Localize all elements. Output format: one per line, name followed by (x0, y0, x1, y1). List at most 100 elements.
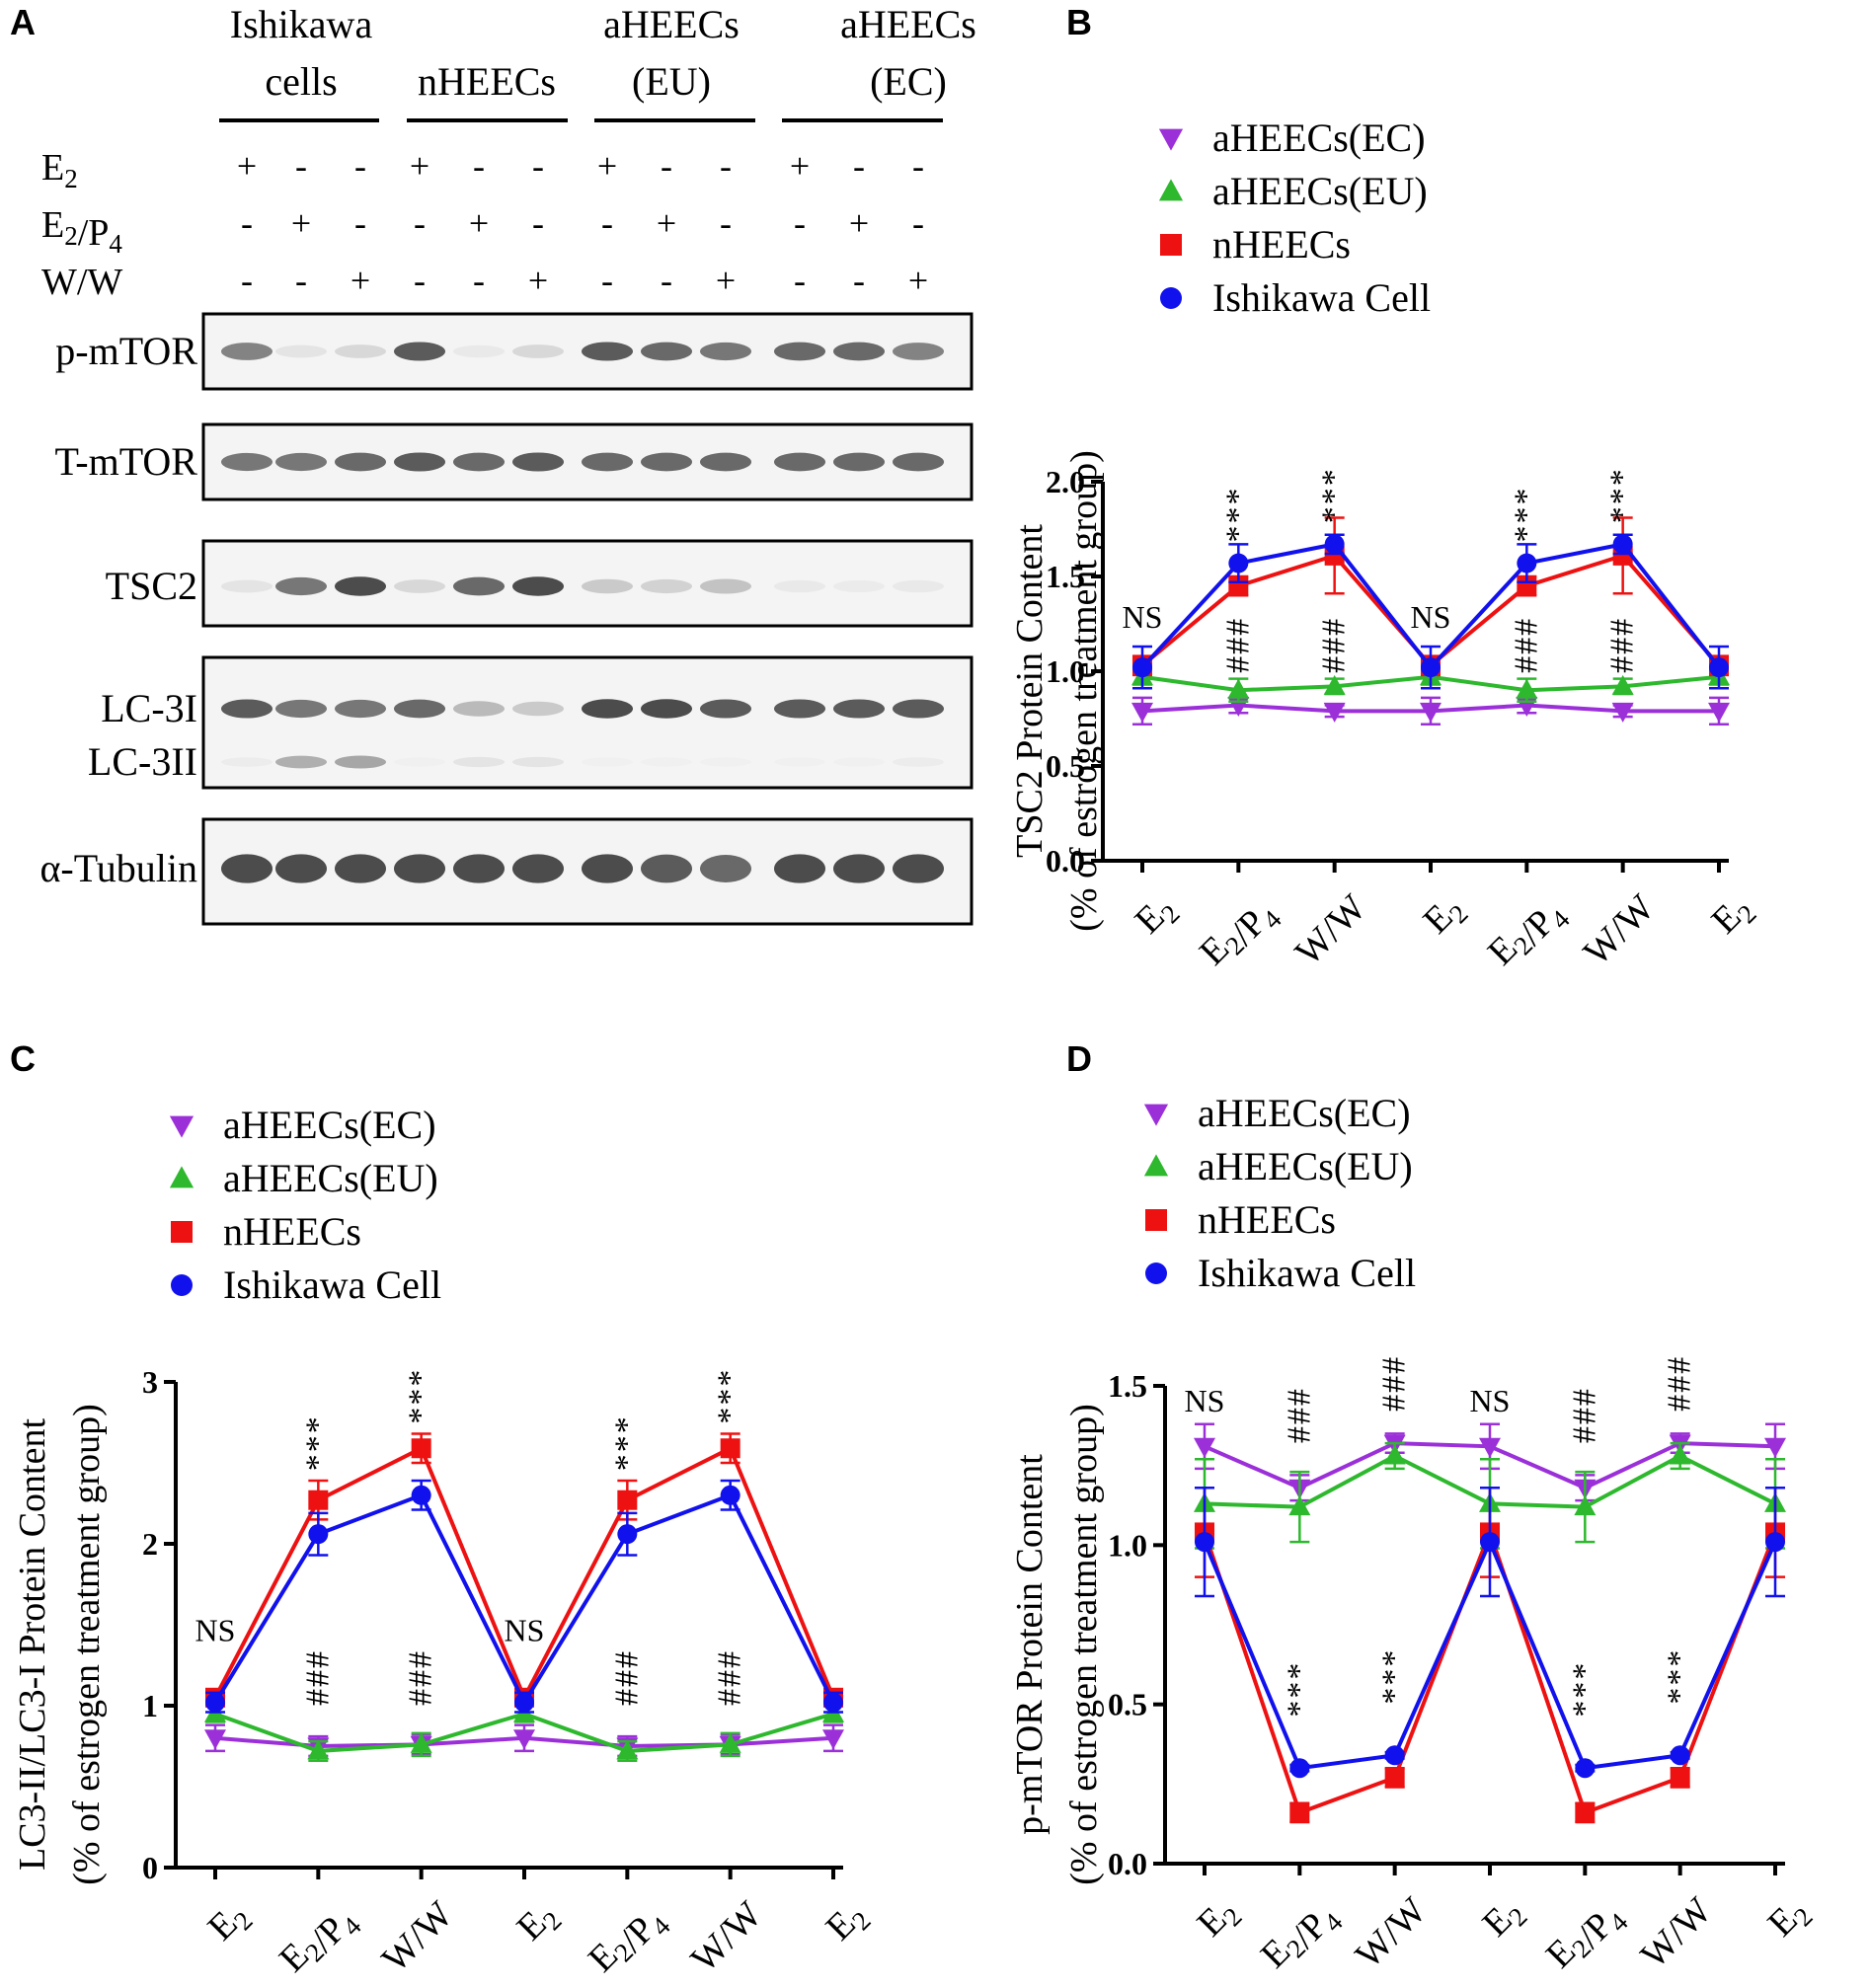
x-tick-label: W/W (1633, 1889, 1720, 1976)
data-point (1765, 1532, 1785, 1553)
legend-entry: Ishikawa Cell (1212, 275, 1431, 320)
treatment-sign: + (657, 203, 676, 243)
blot-band (275, 699, 327, 719)
annotation-group: ### (1281, 1387, 1317, 1443)
treatment-sign: + (849, 203, 869, 243)
blot-band (512, 452, 564, 472)
blot-band (774, 699, 825, 719)
blot-band (833, 854, 885, 883)
blot-band (833, 452, 885, 472)
series-ishikawa-cell (1132, 533, 1729, 690)
treatment-sign: + (469, 203, 489, 243)
x-tick-label: E2/P4 (1480, 886, 1576, 982)
treatment-sign: - (473, 261, 485, 300)
treatment-sign: - (661, 261, 672, 300)
annotation-group: ### (299, 1649, 336, 1706)
treatment-sign: - (532, 203, 544, 243)
treatment-sign: - (720, 146, 732, 186)
x-tick-label: E2/P4 (272, 1893, 367, 1988)
x-tick-label-group: E2 (509, 1893, 568, 1951)
blot-band (774, 452, 825, 472)
annotation: ### (1281, 1387, 1317, 1443)
legend-marker (169, 1115, 195, 1138)
blot-band (453, 701, 505, 717)
data-point (720, 1438, 740, 1459)
annotation: ### (1219, 617, 1256, 673)
annotation: *** (1219, 486, 1256, 542)
legend-entry: Ishikawa Cell (223, 1262, 441, 1307)
annotation: NS (1411, 599, 1451, 635)
blot-band (833, 699, 885, 719)
group-label-line1: aHEECs (603, 2, 740, 46)
legend-marker (171, 1274, 193, 1296)
panel-label-a: A (10, 2, 36, 42)
legend-marker (169, 1166, 195, 1188)
treatment-sign: - (414, 261, 426, 300)
treatment-sign: + (237, 146, 257, 186)
annotation: ### (1508, 617, 1544, 673)
data-point (1131, 702, 1153, 723)
legend: aHEECs(EC) aHEECs(EU) nHEECs Ishikawa Cell (1143, 1091, 1416, 1295)
group-label-line1: aHEECs (840, 2, 976, 46)
western-blot-panel: Ishikawa cells nHEECs aHEECs (EU) aHEECs (EC) E… (39, 2, 976, 926)
blot-box (201, 655, 974, 790)
annotation-group: *** (299, 1415, 336, 1471)
annotation-group: *** (1662, 1648, 1698, 1705)
y-tick-label: 1.5 (1046, 559, 1085, 594)
x-tick-label: W/W (1348, 1889, 1435, 1976)
legend-marker (171, 1221, 193, 1243)
blot-band (641, 854, 692, 883)
y-tick-label: 3 (142, 1364, 158, 1400)
data-point (205, 1692, 225, 1713)
treatment-sign: - (354, 203, 366, 243)
annotation-group: *** (403, 1368, 439, 1424)
treatment-sign: - (241, 203, 253, 243)
legend-marker (1158, 179, 1184, 201)
treatment-sign: - (853, 146, 865, 186)
blot-band (453, 576, 505, 596)
data-point (1420, 702, 1441, 723)
annotation-group: ### (1566, 1387, 1602, 1443)
y-axis-label: (% of estrogen treatment group) (1063, 450, 1105, 932)
blot-band (453, 854, 505, 883)
x-tick-label-group: E2 (1475, 1899, 1533, 1945)
blot-band (833, 342, 885, 361)
annotation-group: ### (608, 1649, 645, 1706)
x-tick-label-group: E2 (1760, 1899, 1819, 1945)
annotation-group: ### (1219, 617, 1256, 673)
data-point (1670, 1745, 1690, 1766)
data-point (1289, 1802, 1310, 1823)
y-tick-label: 0 (142, 1850, 158, 1885)
blot-band (394, 342, 445, 361)
y-tick-label: 0.5 (1108, 1687, 1147, 1722)
data-point (411, 1438, 431, 1459)
data-point (1574, 1495, 1597, 1516)
blot-band (453, 344, 505, 358)
annotation: ### (403, 1649, 439, 1706)
y-axis-label-group: (% of estrogen treatment group) (1063, 1404, 1105, 1885)
annotation: NS (1470, 1383, 1511, 1418)
annotation: *** (1376, 1648, 1413, 1705)
x-tick-label: E2 (509, 1893, 568, 1951)
annotation: *** (1604, 467, 1641, 523)
y-axis-label-group: p-mTOR Protein Content (1009, 1454, 1051, 1835)
blot-band (774, 579, 825, 593)
y-axis-label-group: (% of estrogen treatment group) (1063, 450, 1105, 932)
treatment-sign: + (716, 261, 736, 300)
series-aheecs-ec- (204, 1723, 844, 1758)
treatment-sign: - (912, 203, 924, 243)
y-axis-label-group: TSC2 Protein Content (1009, 524, 1051, 858)
treatment-sign: + (291, 203, 311, 243)
x-tick-label-group: W/W (1348, 1889, 1435, 1976)
x-tick-label: E2 (1416, 886, 1474, 945)
blot-band (275, 854, 327, 883)
blot-band (221, 854, 273, 883)
x-tick-label-group: E2/P4 (1192, 902, 1287, 973)
data-point (616, 1739, 639, 1760)
x-tick-label: W/W (1287, 886, 1374, 973)
treatment-sign: - (601, 203, 613, 243)
group-label-line2: (EU) (632, 59, 711, 104)
data-point (1384, 1767, 1405, 1788)
data-point (1611, 674, 1634, 695)
blot-band (833, 757, 885, 767)
